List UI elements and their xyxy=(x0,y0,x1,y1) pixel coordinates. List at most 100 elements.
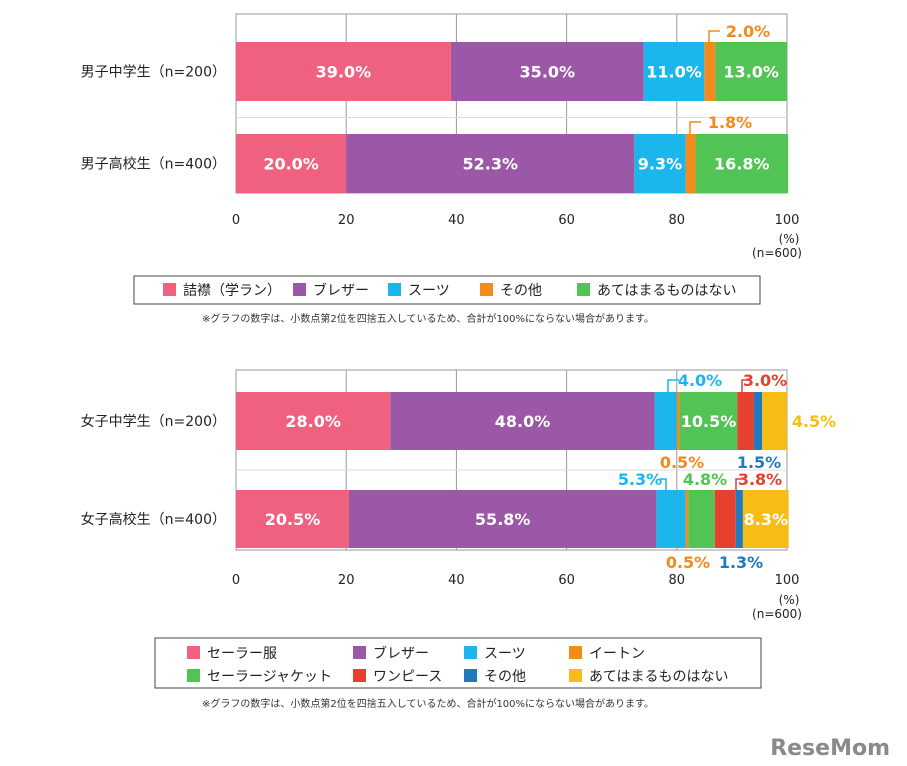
data-label: 20.0% xyxy=(263,155,319,174)
data-label: 4.0% xyxy=(678,371,722,390)
unit-label: (%) xyxy=(779,593,800,607)
bar-segment xyxy=(676,392,680,450)
bar-segment xyxy=(735,490,743,548)
x-tick-label: 80 xyxy=(669,573,686,588)
bar-segment xyxy=(236,134,347,193)
label-leader xyxy=(741,379,750,392)
x-tick-label: 20 xyxy=(338,573,355,588)
data-label: 1.3% xyxy=(719,553,763,572)
legend-swatch xyxy=(577,283,590,296)
category-label: 男子中学生（n=200） xyxy=(81,65,226,81)
data-label: 52.3% xyxy=(463,155,519,174)
footnote: ※グラフの数字は、小数点第2位を四捨五入しているため、合計が100%にならない場… xyxy=(202,697,654,710)
data-label: 20.5% xyxy=(265,510,321,529)
legend-swatch xyxy=(163,283,176,296)
data-label: 0.5% xyxy=(666,553,710,572)
bar-segment xyxy=(688,490,715,548)
legend-swatch xyxy=(293,283,306,296)
data-label: 16.8% xyxy=(714,155,770,174)
bar-segment xyxy=(654,392,677,450)
data-label: 0.5% xyxy=(660,453,704,472)
data-label: 3.8% xyxy=(738,470,782,489)
legend-label: あてはまるものはない xyxy=(589,669,728,685)
legend-label: セーラージャケット xyxy=(207,669,332,685)
bar-segment xyxy=(346,134,635,193)
legend-label: ブレザー xyxy=(373,645,429,662)
legend-label: セーラー服 xyxy=(207,646,277,662)
legend-label: あてはまるものはない xyxy=(597,283,736,299)
data-label: 4.5% xyxy=(792,412,836,431)
legend-label: 詰襟（学ラン） xyxy=(183,283,281,299)
legend-swatch xyxy=(187,646,200,659)
legend-label: ブレザー xyxy=(313,282,369,299)
bar-segment xyxy=(762,392,787,450)
category-label: 女子高校生（n=400） xyxy=(81,511,226,528)
legend-label: スーツ xyxy=(408,283,450,299)
bar-segment xyxy=(236,490,349,548)
n-label: (n=600) xyxy=(752,607,802,621)
bar-segment xyxy=(450,42,644,101)
data-label: 55.8% xyxy=(475,510,531,529)
label-leader xyxy=(660,478,667,490)
legend-swatch xyxy=(480,283,493,296)
data-label: 9.3% xyxy=(638,155,682,174)
bar-segment xyxy=(715,42,787,101)
data-label: 2.0% xyxy=(726,22,770,41)
legend-label: その他 xyxy=(500,283,542,299)
bar-segment xyxy=(704,42,716,101)
data-label: 5.3% xyxy=(618,470,662,489)
bar-segment xyxy=(348,490,657,548)
bar-segment xyxy=(634,134,686,193)
x-tick-label: 100 xyxy=(775,213,800,228)
x-tick-label: 60 xyxy=(558,213,575,228)
label-leader xyxy=(708,30,720,42)
legend-swatch xyxy=(464,646,477,659)
bar-segment xyxy=(737,392,754,450)
data-label: 11.0% xyxy=(646,63,702,82)
x-tick-label: 20 xyxy=(338,213,355,228)
label-leader xyxy=(667,379,679,392)
footnote: ※グラフの数字は、小数点第2位を四捨五入しているため、合計が100%にならない場… xyxy=(202,312,654,325)
legend-swatch xyxy=(388,283,401,296)
unit-label: (%) xyxy=(779,232,800,246)
legend-swatch xyxy=(187,669,200,682)
data-label: 10.5% xyxy=(681,412,737,431)
data-label: 35.0% xyxy=(520,63,576,82)
data-label: 1.5% xyxy=(737,453,781,472)
x-tick-label: 0 xyxy=(232,213,240,228)
legend-label: イートン xyxy=(589,646,645,662)
x-tick-label: 40 xyxy=(448,573,465,588)
bar-segment xyxy=(236,392,391,450)
plot-frame xyxy=(235,369,788,551)
data-label: 1.8% xyxy=(708,113,752,132)
bar-segment xyxy=(695,134,789,193)
data-label: 39.0% xyxy=(316,63,372,82)
n-label: (n=600) xyxy=(752,246,802,260)
x-tick-label: 100 xyxy=(775,573,800,588)
data-label: 3.0% xyxy=(743,371,787,390)
data-label: 28.0% xyxy=(285,412,341,431)
bar-segment xyxy=(390,392,655,450)
legend-swatch xyxy=(353,646,366,659)
x-tick-label: 80 xyxy=(669,213,686,228)
data-label: 8.3% xyxy=(744,510,788,529)
x-tick-label: 0 xyxy=(232,573,240,588)
label-leader xyxy=(735,478,744,490)
legend-box xyxy=(154,637,762,689)
category-label: 男子高校生（n=400） xyxy=(81,156,226,173)
bar-segment xyxy=(685,490,689,548)
data-label: 4.8% xyxy=(683,470,727,489)
legend-swatch xyxy=(464,669,477,682)
bar-segment xyxy=(236,42,451,101)
category-label: 女子中学生（n=200） xyxy=(81,413,226,430)
bar-segment xyxy=(714,490,736,548)
bar-segment xyxy=(685,134,696,193)
legend-label: その他 xyxy=(484,669,526,685)
data-label: 13.0% xyxy=(723,63,779,82)
bar-segment xyxy=(679,392,738,450)
resemom-logo: ReseMom xyxy=(770,736,890,761)
legend-swatch xyxy=(569,669,582,682)
legend-label: スーツ xyxy=(484,646,526,662)
x-tick-label: 40 xyxy=(448,213,465,228)
bar-segment xyxy=(656,490,686,548)
